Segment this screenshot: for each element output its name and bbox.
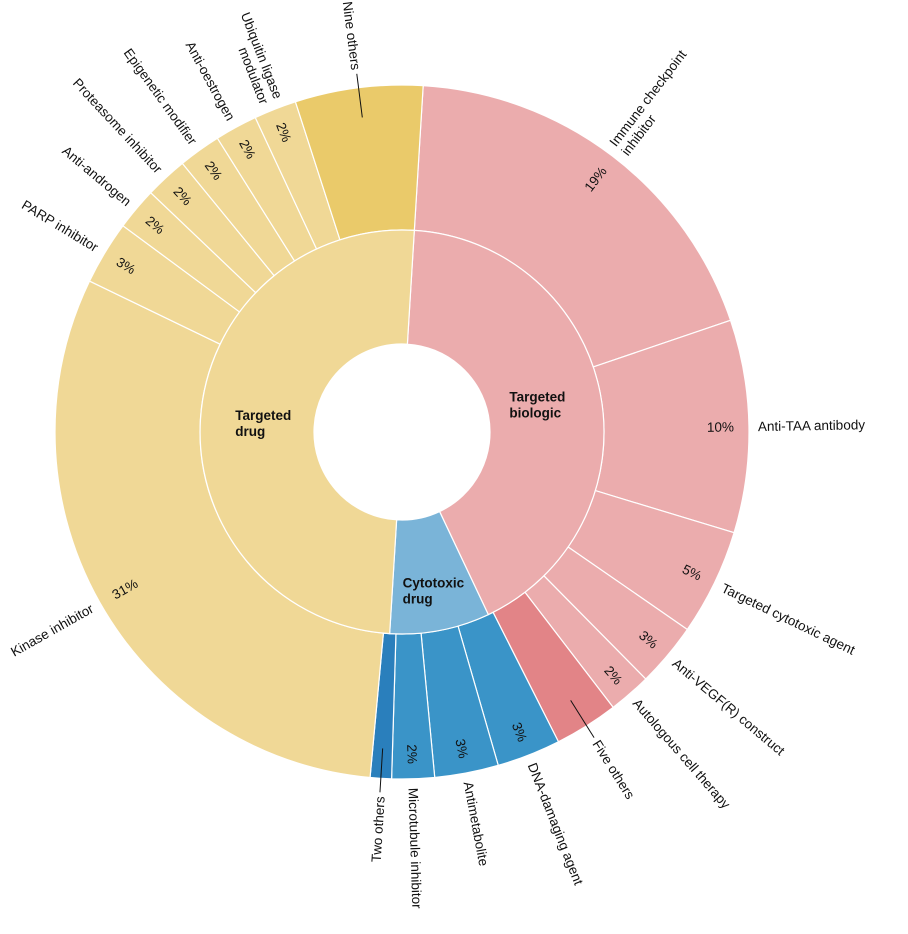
inner-label-targeted-biologic: Targeted biologic — [509, 390, 565, 421]
category-label-dna-damaging-agent: DNA-damaging agent — [525, 761, 587, 888]
pct-label-microtubule-inhibitor: 2% — [404, 744, 420, 764]
segment-targeted-biologic — [406, 229, 605, 616]
leader-line-five-others — [570, 700, 595, 738]
inner-label-cytotoxic-drug: Cytotoxic drug — [403, 575, 465, 606]
category-label-ubiquitin-ligase-modulator: Ubiquitin ligasemodulator — [224, 10, 286, 107]
category-label-kinase-inhibitor: Kinase inhibitor — [8, 601, 96, 660]
outer-ring — [54, 84, 750, 780]
category-label-parp-inhibitor: PARP inhibitor — [19, 197, 101, 255]
pct-label-antimetabolite: 3% — [452, 738, 470, 760]
inner-label-targeted-drug: Targeted drug — [235, 408, 291, 439]
leader-line-nine-others — [356, 73, 363, 118]
pct-label-anti-taa-antibody: 10% — [707, 419, 734, 434]
category-label-antimetabolite: Antimetabolite — [461, 780, 492, 867]
category-label-targeted-cytotoxic-agent: Targeted cytotoxic agent — [719, 581, 858, 658]
pct-label-dna-damaging-agent: 3% — [509, 720, 530, 744]
category-label-nine-others: Nine others — [340, 0, 364, 71]
pct-label-ubiquitin-ligase-modulator: 2% — [273, 120, 294, 144]
category-label-autologous-cell-therapy: Autologous cell therapy — [630, 696, 734, 812]
category-label-microtubule-inhibitor: Microtubule inhibitor — [405, 788, 424, 910]
category-label-anti-oestrogen: Anti-oestrogen — [183, 39, 238, 123]
inner-ring — [199, 229, 605, 635]
category-label-anti-taa-antibody: Anti-TAA antibody — [758, 417, 866, 434]
leader-line-two-others — [379, 748, 384, 793]
segment-targeted-drug — [199, 229, 415, 635]
category-label-anti-androgen: Anti-androgen — [59, 143, 134, 209]
category-label-two-others: Two others — [369, 796, 388, 863]
category-label-anti-vegf-r-construct: Anti-VEGF(R) construct — [669, 656, 787, 759]
category-label-immune-checkpoint-inhibitor: Immune checkpointinhibitor — [607, 47, 702, 158]
category-label-five-others: Five others — [589, 737, 637, 802]
